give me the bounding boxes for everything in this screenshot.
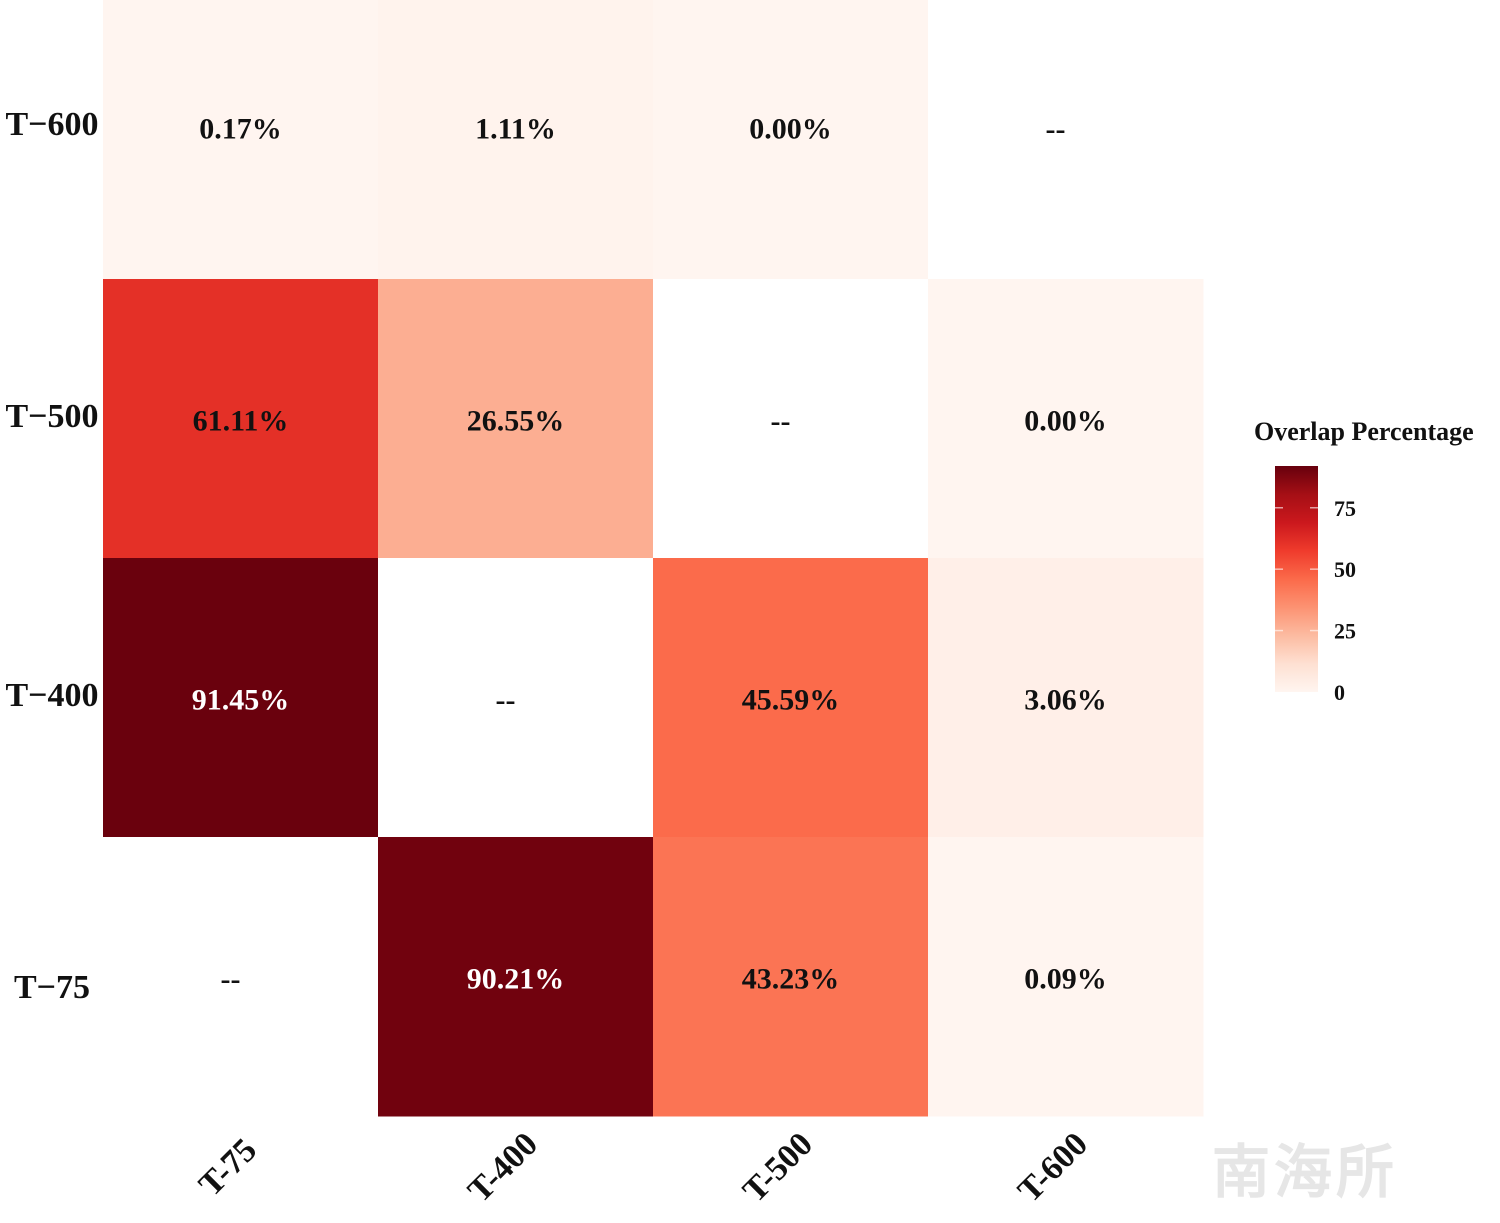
cell-label: 91.45%: [192, 684, 290, 717]
watermark-logo: 南海所: [1212, 1138, 1399, 1206]
y-tick-label: T−400: [5, 677, 98, 714]
heatmap-cell: [103, 837, 379, 1117]
legend-title: Overlap Percentage: [1254, 417, 1474, 446]
cell-label: 61.11%: [193, 405, 289, 438]
cell-label: 0.17%: [199, 113, 282, 146]
cell-label: --: [1046, 113, 1066, 146]
cell-label: --: [496, 684, 516, 717]
cell-label: --: [221, 963, 241, 996]
cell-label: 45.59%: [742, 684, 840, 717]
y-tick-label: T−500: [5, 398, 98, 435]
heatmap-cell: [928, 279, 1204, 559]
heatmap-cell: [103, 558, 379, 838]
heatmap-cell: [378, 0, 654, 280]
y-tick-label: T−600: [5, 106, 98, 143]
heatmap-cell: [653, 837, 929, 1117]
heatmap-cell: [103, 0, 379, 280]
cell-label: 0.00%: [749, 113, 832, 146]
colorbar: [1275, 466, 1318, 692]
heatmap-cell: [378, 837, 654, 1117]
heatmap-cell: [653, 279, 929, 559]
x-tick-label: T-75: [192, 1132, 264, 1204]
y-tick-label: T−75: [14, 969, 90, 1006]
cell-label: 43.23%: [742, 963, 840, 996]
heatmap-cell: [103, 279, 379, 559]
cell-label: --: [771, 405, 791, 438]
heatmap-cell: [928, 558, 1204, 838]
legend-tick-label: 50: [1334, 557, 1356, 582]
x-tick-label: T-400: [461, 1126, 545, 1210]
legend-tick-label: 25: [1334, 619, 1356, 644]
heatmap-cell: [928, 837, 1204, 1117]
heatmap-cell: [928, 0, 1204, 280]
cell-label: 3.06%: [1024, 684, 1107, 717]
cell-label: 0.00%: [1024, 405, 1107, 438]
x-tick-label: T-600: [1011, 1126, 1095, 1210]
cell-label: 0.09%: [1024, 963, 1107, 996]
cell-label: 26.55%: [467, 405, 565, 438]
heatmap-cell: [653, 558, 929, 838]
legend-tick-label: 0: [1334, 680, 1345, 705]
heatmap-cell: [378, 558, 654, 838]
heatmap-cell: [378, 279, 654, 559]
legend-tick-label: 75: [1334, 496, 1356, 521]
cell-label: 1.11%: [475, 113, 556, 146]
cell-label: 90.21%: [467, 963, 565, 996]
x-tick-label: T-500: [736, 1126, 820, 1210]
heatmap-cell: [653, 0, 929, 280]
